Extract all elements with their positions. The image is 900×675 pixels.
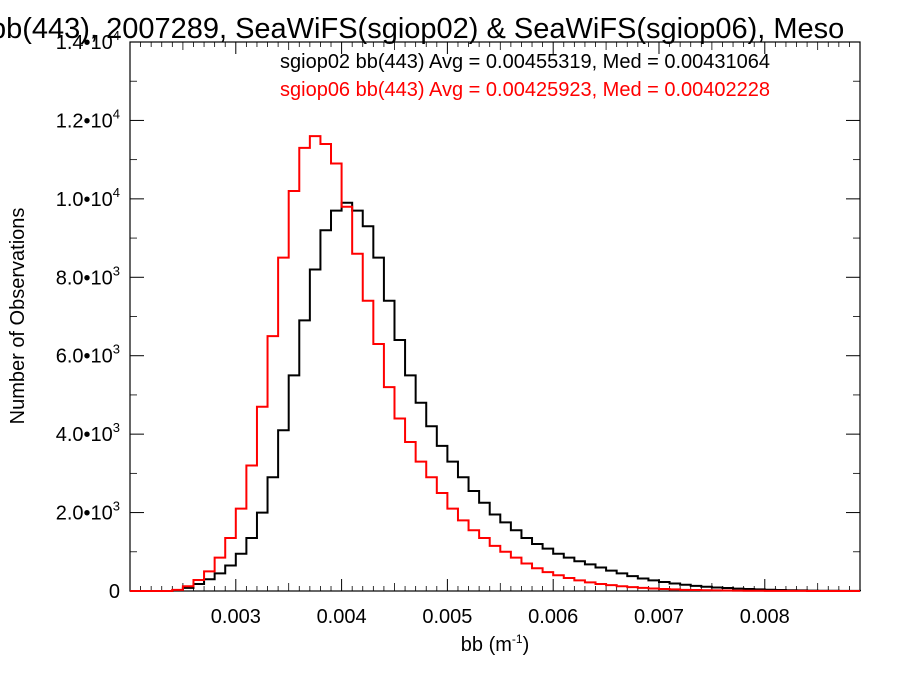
series-1-line xyxy=(130,201,861,592)
x-tick-label: 0.003 xyxy=(211,606,261,628)
x-axis-ticks: 0.003 0.004 0.005 0.006 0.007 0.008 xyxy=(140,42,850,628)
y-tick-label: 0 xyxy=(109,581,120,603)
x-axis-label: bb (m-1) xyxy=(461,632,529,656)
series-2-line xyxy=(130,135,860,592)
stats-annotation: sgiop06 bb(443) Avg = 0.00425923, Med = … xyxy=(280,79,770,101)
y-tick-label: 2.0•103 xyxy=(56,499,120,525)
y-tick-label: 1.0•104 xyxy=(56,185,120,211)
y-axis-ticks: 0 2.0•103 4.0•103 6.0•103 8.0•103 1.0•104 1.2•… xyxy=(56,28,860,603)
chart-title: bb(443), 2007289, SeaWiFS(sgiop02) & Sea… xyxy=(0,13,844,45)
x-tick-label: 0.005 xyxy=(422,606,472,628)
y-axis-label: Number of Observations xyxy=(7,208,29,425)
x-tick-label: 0.004 xyxy=(317,606,367,628)
y-tick-label: 4.0•103 xyxy=(56,420,120,446)
y-tick-label: 1.2•104 xyxy=(56,106,120,132)
y-tick-label: 1.4•104 xyxy=(56,28,120,54)
series-lines xyxy=(130,135,861,592)
x-tick-label: 0.007 xyxy=(634,606,684,628)
x-tick-label: 0.006 xyxy=(528,606,578,628)
y-tick-label: 6.0•103 xyxy=(56,342,120,368)
y-tick-label: 8.0•103 xyxy=(56,263,120,289)
x-tick-label: 0.008 xyxy=(740,606,790,628)
stats-annotation: sgiop02 bb(443) Avg = 0.00455319, Med = … xyxy=(280,51,770,73)
stats-annotations: sgiop02 bb(443) Avg = 0.00455319, Med = … xyxy=(280,51,770,101)
